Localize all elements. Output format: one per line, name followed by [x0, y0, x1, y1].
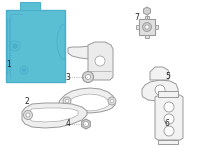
FancyBboxPatch shape: [6, 10, 65, 82]
Circle shape: [24, 111, 33, 120]
Circle shape: [164, 102, 174, 112]
Circle shape: [145, 25, 149, 29]
Circle shape: [20, 66, 28, 74]
Text: 5: 5: [166, 71, 170, 81]
Polygon shape: [142, 80, 178, 101]
Polygon shape: [68, 46, 111, 59]
FancyBboxPatch shape: [145, 35, 149, 38]
Text: 3: 3: [66, 72, 70, 81]
Text: 2: 2: [25, 97, 29, 106]
Circle shape: [142, 22, 152, 31]
Circle shape: [95, 56, 105, 66]
Polygon shape: [158, 140, 178, 144]
Polygon shape: [155, 95, 183, 140]
Circle shape: [108, 97, 116, 105]
Circle shape: [22, 68, 26, 72]
Polygon shape: [68, 94, 110, 111]
FancyBboxPatch shape: [155, 25, 158, 29]
Circle shape: [13, 44, 18, 49]
Polygon shape: [22, 103, 87, 128]
Polygon shape: [58, 88, 115, 113]
Circle shape: [26, 113, 30, 117]
Text: 1: 1: [7, 60, 11, 69]
Text: 4: 4: [66, 120, 70, 128]
Circle shape: [84, 122, 89, 127]
Circle shape: [164, 114, 174, 124]
Text: 6: 6: [165, 120, 169, 128]
FancyBboxPatch shape: [20, 2, 40, 10]
Circle shape: [110, 99, 114, 103]
Polygon shape: [150, 67, 170, 80]
Polygon shape: [57, 24, 65, 60]
Circle shape: [63, 97, 71, 105]
Polygon shape: [88, 42, 113, 80]
Circle shape: [10, 41, 20, 51]
Circle shape: [65, 99, 69, 103]
Circle shape: [164, 126, 174, 136]
Circle shape: [155, 85, 165, 95]
Polygon shape: [144, 7, 150, 15]
Circle shape: [83, 71, 94, 82]
FancyBboxPatch shape: [145, 16, 149, 19]
Polygon shape: [28, 108, 78, 122]
Circle shape: [86, 75, 91, 80]
Polygon shape: [158, 91, 178, 97]
FancyBboxPatch shape: [139, 19, 155, 35]
FancyBboxPatch shape: [136, 25, 139, 29]
Polygon shape: [82, 119, 90, 129]
Text: 7: 7: [135, 12, 139, 21]
